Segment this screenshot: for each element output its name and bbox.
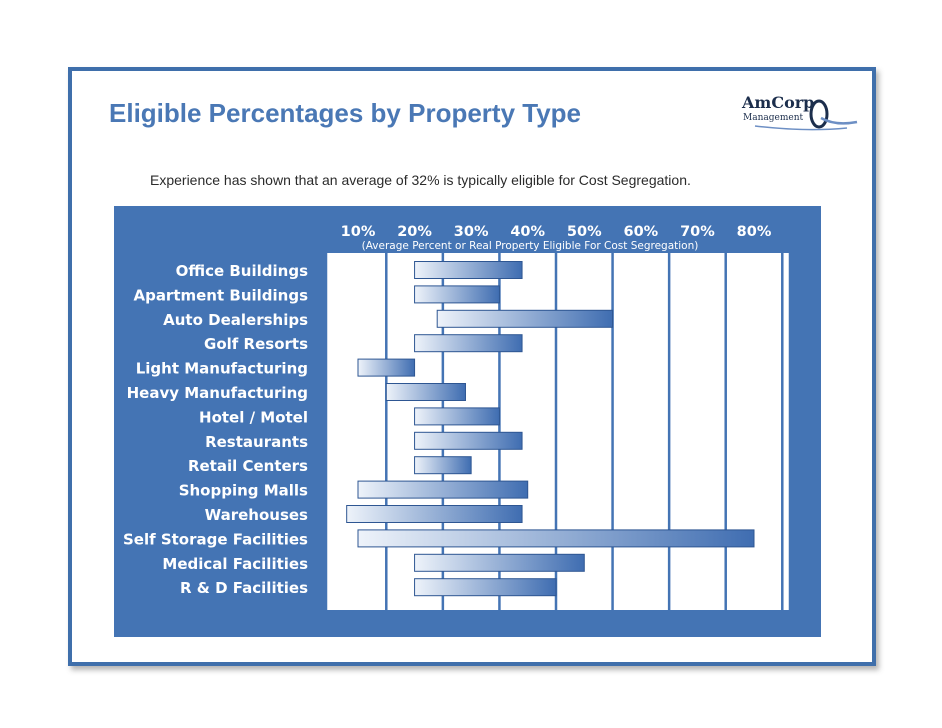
- range-bar: [414, 456, 472, 475]
- x-axis-label: (Average Percent or Real Property Eligib…: [362, 240, 699, 252]
- range-bar: [414, 285, 500, 304]
- subtitle: Experience has shown that an average of …: [150, 172, 691, 188]
- category-label: Golf Resorts: [204, 335, 308, 353]
- x-tick-label: 60%: [623, 224, 658, 240]
- category-label: Self Storage Facilities: [123, 530, 308, 548]
- logo-subtitle: Management: [743, 113, 804, 123]
- range-bar: [436, 309, 614, 328]
- category-label: R & D Facilities: [180, 579, 308, 597]
- range-bar: [346, 505, 523, 523]
- logo-name: AmCorp: [742, 93, 815, 112]
- range-bar: [414, 407, 500, 426]
- range-bar: [414, 431, 523, 450]
- category-label: Warehouses: [205, 506, 308, 524]
- category-label: Hotel / Motel: [199, 408, 308, 426]
- x-tick-label: 20%: [397, 224, 432, 240]
- chart-panel: 10% 20% 30% 40% 50% 60% 70% 80% (Average Percent…: [114, 206, 821, 637]
- category-label: Light Manufacturing: [136, 360, 308, 378]
- x-tick-label: 70%: [680, 224, 715, 240]
- category-label: Restaurants: [205, 433, 308, 451]
- x-tick-label: 40%: [510, 224, 545, 240]
- category-label: Shopping Malls: [179, 482, 308, 500]
- range-bar: [414, 261, 523, 279]
- x-tick-label: 10%: [341, 224, 376, 240]
- range-bar-chart: 10% 20% 30% 40% 50% 60% 70% 80% (Average Percent…: [123, 224, 792, 610]
- category-label: Office Buildings: [176, 262, 308, 280]
- category-label: Heavy Manufacturing: [127, 384, 308, 402]
- category-label: Apartment Buildings: [133, 286, 308, 304]
- x-tick-label: 30%: [454, 224, 489, 240]
- range-bar: [414, 553, 585, 572]
- range-bar: [357, 480, 529, 499]
- range-bar: [385, 383, 466, 401]
- logo-swoosh-icon: [754, 99, 858, 131]
- page-title: Eligible Percentages by Property Type: [109, 98, 582, 128]
- amcorp-logo: AmCorp Management: [735, 92, 859, 132]
- category-label: Auto Dealerships: [163, 311, 308, 329]
- category-label: Medical Facilities: [162, 555, 308, 573]
- range-bar: [414, 334, 523, 353]
- x-tick-label: 50%: [567, 224, 602, 240]
- range-bar: [357, 529, 755, 548]
- range-bar: [414, 578, 557, 597]
- x-tick-label: 80%: [737, 224, 772, 240]
- range-bar: [357, 358, 416, 377]
- category-label: Retail Centers: [188, 457, 308, 475]
